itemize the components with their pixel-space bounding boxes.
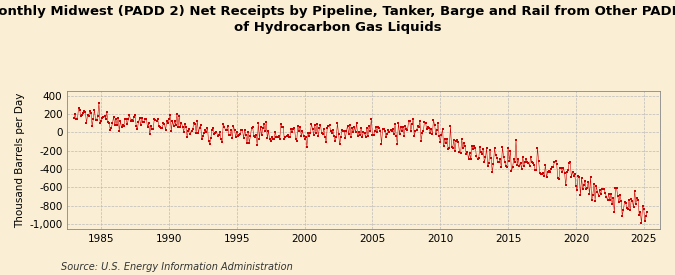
Y-axis label: Thousand Barrels per Day: Thousand Barrels per Day [15, 92, 25, 227]
Text: Source: U.S. Energy Information Administration: Source: U.S. Energy Information Administ… [61, 262, 292, 272]
Text: Monthly Midwest (PADD 2) Net Receipts by Pipeline, Tanker, Barge and Rail from O: Monthly Midwest (PADD 2) Net Receipts by… [0, 6, 675, 34]
